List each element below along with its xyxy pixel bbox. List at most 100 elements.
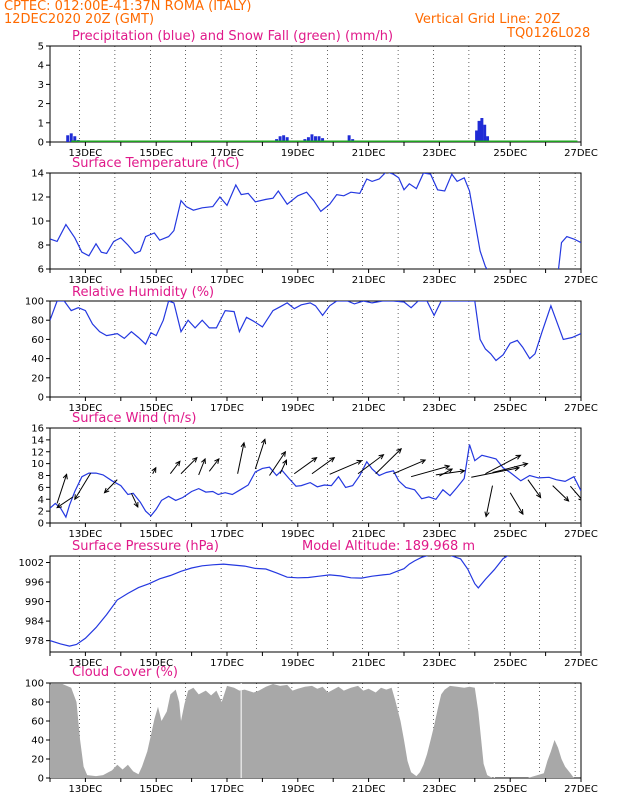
- wind-arrow: [130, 493, 139, 508]
- temperature-ytick-label: 12: [31, 193, 44, 204]
- header-location: CPTEC: 012:00E-41:37N ROMA (ITALY): [4, 0, 252, 14]
- cloud-cover-panel-title: Cloud Cover (%): [70, 665, 180, 680]
- cloud-cover-plot-area: [50, 683, 581, 778]
- wind-arrow-head: [536, 492, 542, 499]
- wind-arrow-head: [56, 502, 63, 509]
- wind-arrow: [552, 485, 569, 502]
- wind-arrow: [485, 485, 493, 517]
- cloud-cover-xtick-label: 25DEC: [493, 784, 527, 795]
- precipitation-bar: [66, 135, 70, 142]
- wind-arrow: [527, 479, 542, 498]
- wind-arrow-head: [444, 464, 451, 470]
- wind-xtick-label: 21DEC: [352, 529, 386, 540]
- wind-arrow-head: [282, 459, 287, 466]
- precipitation-xtick-label: 17DEC: [210, 148, 244, 159]
- wind-arrow-head: [280, 450, 287, 457]
- precipitation-bar: [314, 136, 317, 142]
- wind-ytick-label: 14: [31, 435, 44, 446]
- wind-arrow: [180, 457, 198, 475]
- precipitation-xtick-label: 23DEC: [423, 148, 457, 159]
- wind-arrow: [169, 460, 181, 475]
- wind-arrow: [485, 454, 521, 475]
- precipitation-bar: [347, 135, 351, 142]
- temperature-xtick-label: 17DEC: [210, 275, 244, 286]
- wind-arrow-head: [484, 511, 490, 518]
- precipitation-ytick-label: 1: [38, 118, 44, 129]
- humidity-xtick-label: 25DEC: [493, 403, 527, 414]
- precipitation-bar: [477, 120, 481, 142]
- cloud-cover-xtick-label: 15DEC: [139, 784, 173, 795]
- wind-xtick-label: 27DEC: [564, 529, 598, 540]
- precipitation-bar: [282, 135, 286, 142]
- wind-arrow: [208, 458, 220, 472]
- wind-arrow-head: [515, 454, 522, 460]
- wind-arrow: [471, 467, 520, 478]
- wind-arrow: [492, 463, 528, 474]
- wind-ytick-label: 16: [31, 424, 44, 435]
- wind-arrow-head: [62, 473, 68, 480]
- humidity-ytick-label: 40: [31, 354, 44, 365]
- humidity-panel-title: Relative Humidity (%): [70, 285, 217, 300]
- wind-arrow: [435, 470, 465, 476]
- wind-arrow: [269, 451, 286, 476]
- cloud-cover-area: [50, 684, 581, 778]
- wind-xtick-label: 23DEC: [423, 529, 457, 540]
- wind-arrow-head: [175, 460, 181, 467]
- humidity-ytick-label: 100: [25, 297, 44, 308]
- wind-xtick-label: 19DEC: [281, 529, 315, 540]
- humidity-xtick-label: 13DEC: [69, 403, 103, 414]
- precipitation-bar: [306, 137, 310, 142]
- precipitation-ytick-label: 4: [38, 61, 44, 72]
- wind-arrow-head: [261, 438, 267, 445]
- wind-panel-title: Surface Wind (m/s): [70, 411, 199, 426]
- precipitation-bar: [310, 134, 314, 142]
- temperature-xtick-label: 23DEC: [423, 275, 457, 286]
- wind-arrow: [311, 457, 335, 475]
- wind-ytick-label: 12: [31, 447, 44, 458]
- pressure-plot-area: [50, 556, 509, 647]
- pressure-xtick-label: 25DEC: [493, 658, 527, 669]
- cloud-cover-xtick-label: 27DEC: [564, 784, 598, 795]
- cloud-cover-ytick-label: 100: [25, 679, 44, 690]
- humidity-frame: [49, 300, 582, 398]
- pressure-series-line: [50, 556, 509, 647]
- pressure-xtick-label: 17DEC: [210, 658, 244, 669]
- wind-arrow-head: [103, 487, 110, 494]
- wind-arrow-head: [447, 468, 454, 474]
- cloud-cover-xtick-label: 19DEC: [281, 784, 315, 795]
- humidity-xtick-label: 27DEC: [564, 403, 598, 414]
- temperature-panel-title: Surface Temperature (nC): [70, 156, 242, 171]
- header-date: 12DEC2020 20Z (GMT): [4, 12, 155, 27]
- precipitation-frame: [49, 45, 582, 143]
- wind-arrow-head: [578, 498, 581, 501]
- wind-arrow: [293, 457, 317, 475]
- pressure-ytick-label: 1002: [19, 558, 44, 569]
- precipitation-bar: [69, 133, 73, 142]
- wind-ytick-label: 8: [38, 471, 44, 482]
- wind-ytick-label: 10: [31, 459, 44, 470]
- cloud-cover-xtick-label: 13DEC: [69, 784, 103, 795]
- pressure-panel-title: Surface Pressure (hPa): [70, 539, 221, 554]
- pressure-frame: [49, 555, 582, 653]
- temperature-plot-area: [50, 173, 581, 269]
- wind-arrow: [279, 459, 287, 474]
- wind-arrow: [357, 454, 384, 475]
- wind-arrow-head: [240, 441, 246, 448]
- precipitation-xtick-label: 13DEC: [69, 148, 103, 159]
- precipitation-xtick-label: 25DEC: [493, 148, 527, 159]
- wind-arrow: [56, 474, 68, 504]
- wind-ytick-label: 4: [38, 495, 44, 506]
- temperature-xtick-label: 21DEC: [352, 275, 386, 286]
- header-grid-note: Vertical Grid Line: 20Z: [415, 12, 561, 27]
- precipitation-bar: [317, 136, 321, 142]
- precipitation-bar: [278, 136, 282, 142]
- wind-arrow-head: [151, 466, 157, 473]
- precipitation-bar: [321, 138, 325, 142]
- wind-plot-area: [50, 438, 581, 519]
- pressure-xtick-label: 21DEC: [352, 658, 386, 669]
- wind-arrow: [74, 472, 92, 500]
- precipitation-bar: [73, 136, 77, 142]
- humidity-ytick-label: 0: [38, 393, 44, 404]
- humidity-xtick-label: 23DEC: [423, 403, 457, 414]
- model-altitude-label: Model Altitude: 189.968 m: [300, 539, 478, 554]
